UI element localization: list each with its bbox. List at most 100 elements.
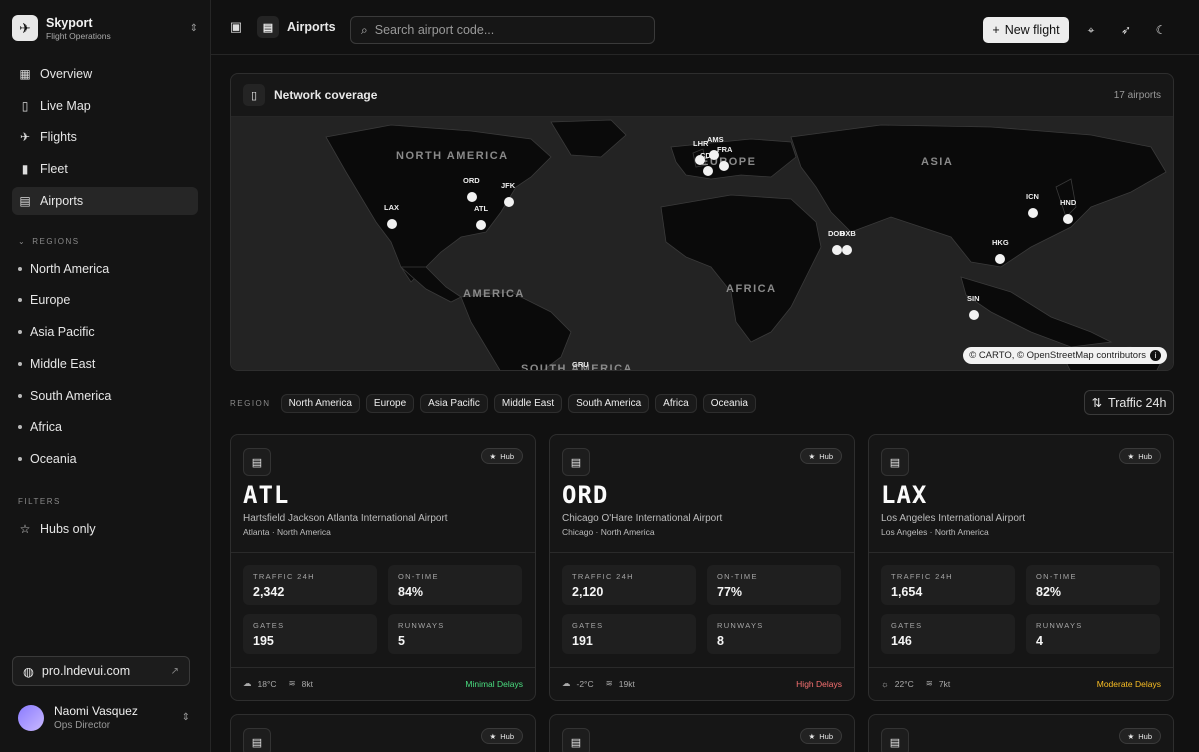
filter-hubs-only[interactable]: ☆ Hubs only — [19, 521, 96, 536]
dot-icon — [18, 361, 22, 366]
chevrons-updown-icon: ⇕ — [181, 712, 190, 723]
world-map[interactable]: NORTH AMERICA EUROPE ASIA AFRICA SOUTH A… — [231, 117, 1173, 370]
hub-badge: ★ Hub — [480, 448, 523, 464]
dot-icon — [18, 456, 22, 461]
star-icon: ★ — [489, 731, 497, 741]
stat-ontime: ON-TIME 77% — [707, 565, 841, 605]
network-coverage-card: ▯ Network coverage 17 airports NORTH AME… — [230, 73, 1174, 371]
search-box[interactable]: ⌕ — [350, 16, 655, 44]
brand-switcher[interactable]: ✈ Skyport Flight Operations ⇕ — [12, 12, 198, 44]
user-menu[interactable]: Naomi Vasquez Ops Director ⇕ — [18, 704, 190, 731]
star-icon: ★ — [489, 451, 497, 461]
stat-traffic: TRAFFIC 24H 2,342 — [243, 565, 377, 605]
building-icon: ▤ — [243, 448, 271, 476]
region-item[interactable]: Africa — [12, 413, 198, 441]
region-item[interactable]: North America — [12, 255, 198, 283]
card-footer: ☁ -2°C ≋ 19kt High Delays — [562, 678, 842, 689]
rocket-icon[interactable]: ➶ — [1120, 23, 1132, 37]
region-chip[interactable]: Middle East — [493, 393, 563, 413]
svg-text:SIN: SIN — [967, 294, 980, 303]
divider — [550, 667, 854, 668]
airport-marker: ICN — [1026, 192, 1039, 218]
region-chip[interactable]: Europe — [365, 393, 415, 413]
airport-marker: ORD — [463, 176, 480, 202]
breadcrumb: ▤ Airports — [257, 16, 336, 38]
avatar — [18, 704, 44, 731]
nav-airports[interactable]: ▤ Airports — [12, 186, 198, 215]
regions-section-label: ⌄ REGIONS — [18, 236, 80, 246]
airport-marker: JFK — [501, 181, 516, 207]
airport-card[interactable]: ▤ ★ Hub — [230, 714, 536, 752]
region-chip[interactable]: Oceania — [702, 393, 756, 413]
svg-text:LHR: LHR — [693, 139, 709, 148]
regions-list: North America Europe Asia Pacific Middle… — [12, 255, 198, 473]
external-link-icon: ↗ — [170, 665, 179, 677]
region-item[interactable]: Middle East — [12, 350, 198, 378]
collapse-chevron-icon[interactable]: ⌄ — [18, 236, 27, 246]
building-icon: ▤ — [562, 448, 590, 476]
region-filter-bar: REGION North America Europe Asia Pacific… — [230, 390, 1174, 416]
info-icon[interactable]: i — [1150, 350, 1161, 361]
region-item[interactable]: South America — [12, 382, 198, 410]
airport-location: Atlanta · North America — [243, 527, 331, 537]
delay-status: Minimal Delays — [465, 678, 523, 689]
sort-traffic-button[interactable]: ⇅ Traffic 24h — [1084, 390, 1174, 415]
sidebar: ✈ Skyport Flight Operations ⇕ ▦ Overview … — [0, 0, 210, 752]
svg-text:JFK: JFK — [501, 181, 516, 190]
star-icon: ★ — [808, 451, 816, 461]
divider — [231, 552, 535, 553]
map-attribution[interactable]: © CARTO, © OpenStreetMap contributors i — [963, 347, 1167, 364]
svg-text:CDG: CDG — [700, 151, 717, 160]
delay-status: High Delays — [796, 678, 842, 689]
nav-fleet[interactable]: ▮ Fleet — [12, 155, 198, 183]
nav-overview[interactable]: ▦ Overview — [12, 60, 198, 88]
topbar: ▣ ▤ Airports ⌕ +New flight ⌖ ➶ ☾ — [211, 0, 1199, 55]
airport-marker: ATL — [474, 204, 488, 230]
main-content: ▣ ▤ Airports ⌕ +New flight ⌖ ➶ ☾ ▯ Netwo… — [210, 0, 1199, 752]
sidebar-toggle-icon[interactable]: ▣ — [229, 19, 243, 34]
svg-text:FRA: FRA — [717, 145, 733, 154]
continent-label: AMERICA — [463, 288, 525, 300]
region-chip[interactable]: North America — [280, 393, 360, 413]
moon-icon[interactable]: ☾ — [1155, 23, 1167, 37]
landmass-central-america — [399, 266, 462, 303]
region-chip[interactable]: South America — [568, 393, 650, 413]
sort-arrows-icon: ⇅ — [1091, 396, 1103, 410]
dot-icon — [18, 266, 22, 271]
new-flight-button[interactable]: + New flight — [983, 17, 1069, 43]
continent-label: AFRICA — [726, 283, 777, 295]
chevrons-updown-icon: ⇕ — [189, 22, 198, 34]
building-icon: ▤ — [881, 728, 909, 752]
wind-icon: ≋ — [925, 678, 933, 688]
svg-text:DOH: DOH — [828, 229, 845, 238]
nav-live-map[interactable]: ▯ Live Map — [12, 92, 198, 120]
airport-card[interactable]: ▤ ★ Hub LAX Los Angeles International Air… — [868, 434, 1174, 701]
region-chip[interactable]: Africa — [655, 393, 697, 413]
region-chip[interactable]: Asia Pacific — [420, 393, 488, 413]
airport-card[interactable]: ▤ ★ Hub — [868, 714, 1174, 752]
sun-icon: ☼ — [881, 678, 889, 689]
region-item[interactable]: Asia Pacific — [12, 318, 198, 346]
map-pin-icon[interactable]: ⌖ — [1087, 22, 1095, 37]
divider — [231, 667, 535, 668]
site-link[interactable]: ◍ pro.lndevui.com ↗ — [12, 656, 190, 686]
airport-card[interactable]: ▤ ★ Hub ORD Chicago O'Hare International … — [549, 434, 855, 701]
stat-traffic: TRAFFIC 24H 1,654 — [881, 565, 1015, 605]
star-icon: ★ — [1127, 451, 1135, 461]
region-item[interactable]: Oceania — [12, 445, 198, 473]
airport-card[interactable]: ▤ ★ Hub ATL Hartsfield Jackson Atlanta In… — [230, 434, 536, 701]
airport-marker: CDG — [700, 151, 717, 176]
airport-code: ORD — [562, 481, 609, 509]
region-item[interactable]: Europe — [12, 286, 198, 314]
nav-flights[interactable]: ✈ Flights — [12, 123, 198, 151]
search-input[interactable] — [374, 23, 635, 37]
airport-card[interactable]: ▤ ★ Hub — [549, 714, 855, 752]
building-icon: ▤ — [257, 16, 279, 38]
airport-location: Los Angeles · North America — [881, 527, 989, 537]
page-title: Airports — [287, 20, 336, 34]
grid-icon: ▦ — [19, 67, 31, 81]
svg-text:ORD: ORD — [463, 176, 480, 185]
hub-badge: ★ Hub — [1118, 448, 1161, 464]
svg-text:HND: HND — [1060, 198, 1077, 207]
landmass-north-america — [325, 124, 552, 283]
